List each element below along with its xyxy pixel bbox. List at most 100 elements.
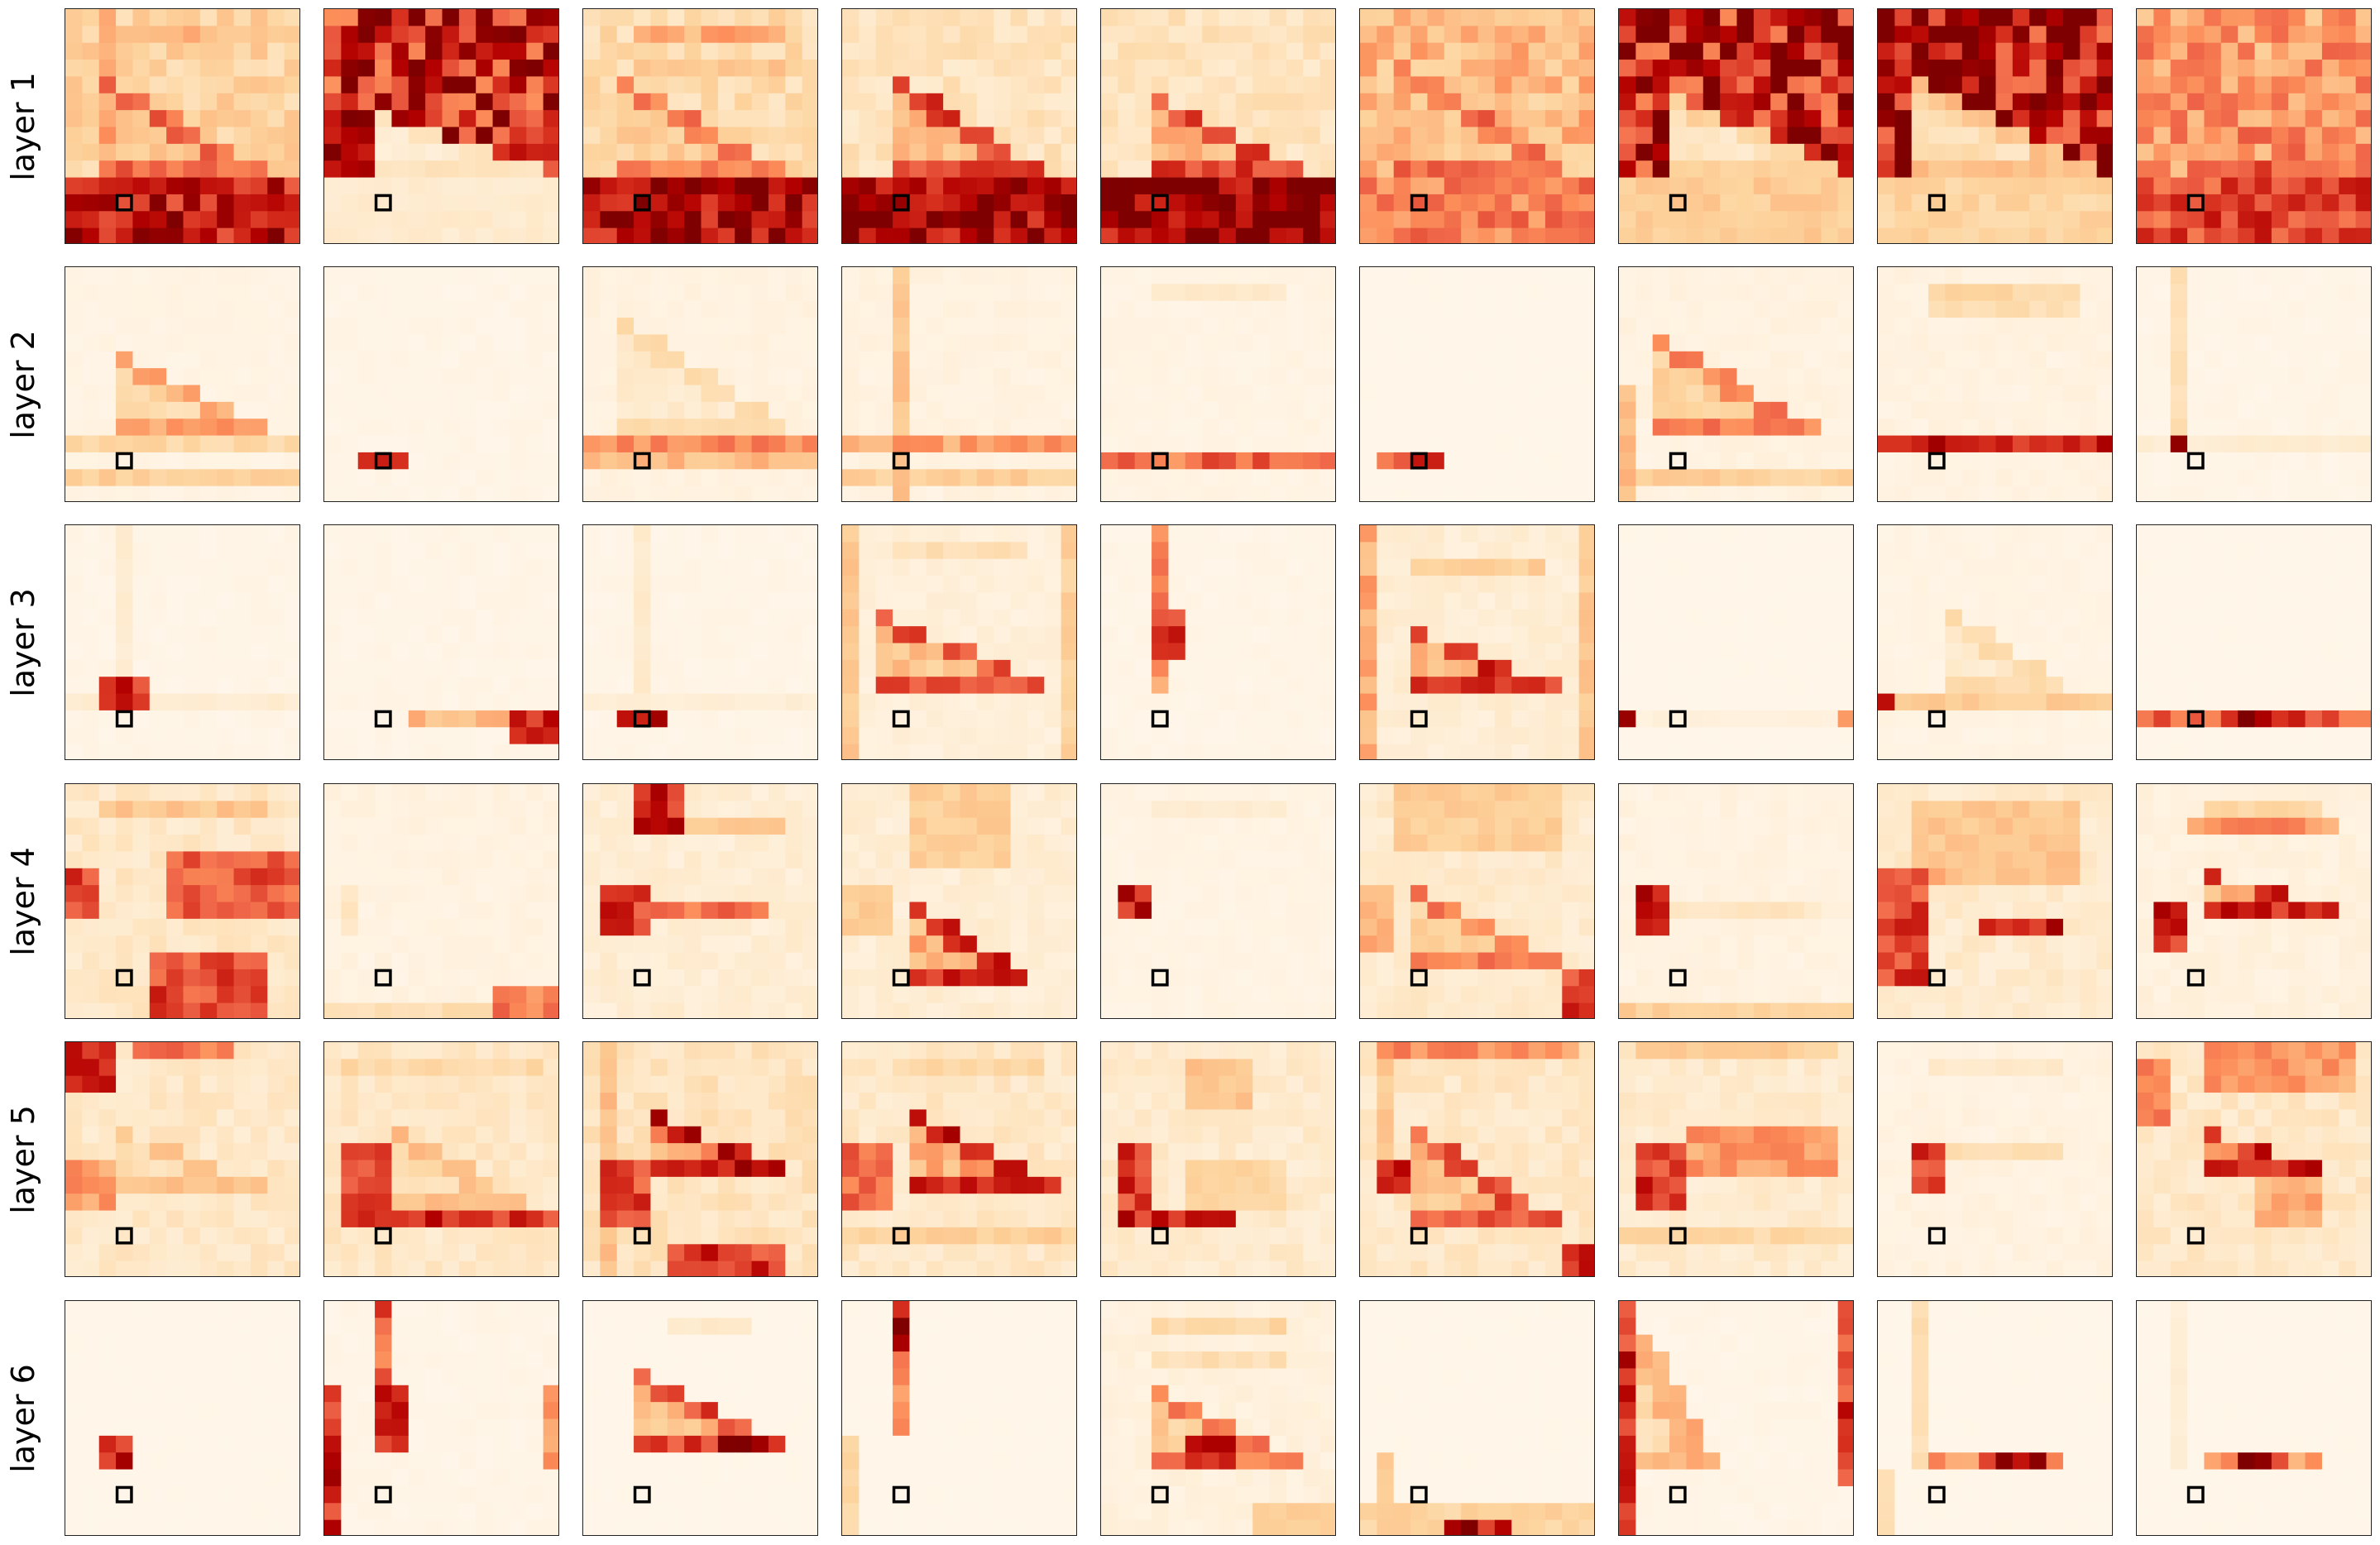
- heat-cell: [357, 385, 376, 403]
- heat-cell: [357, 351, 376, 369]
- heat-cell: [2271, 419, 2289, 437]
- heat-cell: [199, 300, 218, 318]
- heat-cell: [2271, 284, 2289, 302]
- heat-cell: [476, 744, 494, 759]
- heat-cell: [1427, 452, 1445, 470]
- heat-cell: [1652, 727, 1670, 745]
- heat-cell: [1894, 127, 1913, 145]
- heat-cell: [909, 127, 927, 145]
- heat-cell: [600, 469, 618, 487]
- heat-cell: [717, 160, 735, 179]
- heat-cell: [458, 710, 476, 728]
- heat-cell: [408, 469, 426, 487]
- heat-cell: [1377, 351, 1395, 369]
- heat-cell: [768, 727, 786, 745]
- heat-cell: [1787, 9, 1805, 26]
- heat-cell: [1219, 26, 1237, 44]
- heat-cell: [1837, 351, 1853, 369]
- heat-cell: [2187, 26, 2205, 44]
- heat-cell: [1303, 194, 1321, 212]
- heat-cell: [375, 177, 393, 195]
- heat-cell: [1061, 177, 1076, 195]
- heat-cell: [1911, 334, 1929, 352]
- heat-cell: [1736, 609, 1755, 627]
- heat-cell: [1494, 9, 1512, 26]
- heat-cell: [233, 525, 251, 543]
- heat-cell: [1753, 419, 1771, 437]
- heat-cell: [2254, 419, 2272, 437]
- heat-cell: [2012, 419, 2030, 437]
- heat-cell: [183, 26, 201, 44]
- heat-cell: [1303, 576, 1321, 594]
- heat-cell: [324, 160, 342, 179]
- heat-cell: [2288, 452, 2306, 470]
- heat-cell: [1134, 318, 1152, 336]
- heat-cell: [1702, 60, 1721, 78]
- heat-cell: [1979, 351, 1997, 369]
- heat-cell: [1118, 659, 1136, 677]
- heat-cell: [217, 93, 235, 111]
- heat-cell: [1319, 267, 1335, 285]
- heat-cell: [1544, 710, 1563, 728]
- heat-cell: [1010, 626, 1028, 644]
- heat-cell: [1578, 576, 1594, 594]
- heat-cell: [785, 693, 803, 711]
- heat-cell: [1444, 334, 1462, 352]
- heat-cell: [2271, 435, 2289, 453]
- heat-cell: [1945, 194, 1963, 212]
- heat-cell: [65, 211, 83, 229]
- heat-cell: [994, 558, 1012, 576]
- heat-cell: [1061, 385, 1076, 403]
- heat-cell: [1185, 42, 1203, 60]
- heat-cell: [717, 93, 735, 111]
- heat-cell: [391, 368, 409, 386]
- heat-cell: [1837, 469, 1853, 487]
- heat-cell: [98, 93, 117, 111]
- heat-cell: [267, 486, 285, 501]
- heat-cell: [1720, 351, 1738, 369]
- heat-cell: [1578, 284, 1594, 302]
- heat-cell: [2137, 486, 2154, 501]
- heat-cell: [2238, 368, 2256, 386]
- heat-cell: [1494, 194, 1512, 212]
- heat-cell: [1427, 160, 1445, 179]
- heat-cell: [1686, 693, 1704, 711]
- heat-cell: [166, 677, 184, 695]
- heat-cell: [267, 60, 285, 78]
- heat-cell: [2204, 211, 2222, 229]
- heat-cell: [2096, 351, 2112, 369]
- heat-cell: [1410, 693, 1429, 711]
- heat-cell: [341, 76, 359, 94]
- heat-cell: [1619, 110, 1636, 128]
- heat-cell: [1669, 93, 1688, 111]
- heat-cell: [1787, 469, 1805, 487]
- heat-cell: [735, 267, 753, 285]
- heat-cell: [1562, 127, 1580, 145]
- heat-cell: [324, 419, 342, 437]
- heat-cell: [976, 659, 994, 677]
- heat-cell: [1185, 267, 1203, 285]
- heat-cell: [1252, 60, 1271, 78]
- heat-cell: [458, 284, 476, 302]
- heat-cell: [785, 643, 803, 661]
- heat-cell: [82, 525, 100, 543]
- heat-cell: [1477, 351, 1496, 369]
- heat-cell: [1911, 127, 1929, 145]
- heat-cell: [2288, 26, 2306, 44]
- heat-cell: [650, 318, 668, 336]
- heat-cell: [634, 300, 652, 318]
- heat-cell: [458, 368, 476, 386]
- heat-cell: [667, 368, 685, 386]
- heat-cell: [1494, 127, 1512, 145]
- heat-cell: [1360, 60, 1377, 78]
- heat-cell: [785, 558, 803, 576]
- heat-cell: [476, 401, 494, 419]
- heat-cell: [1444, 744, 1462, 759]
- heat-cell: [1720, 576, 1738, 594]
- heat-cell: [650, 558, 668, 576]
- heat-cell: [2288, 143, 2306, 161]
- heat-cell: [667, 76, 685, 94]
- heat-cell: [1995, 486, 2014, 501]
- heat-cell: [357, 93, 376, 111]
- heat-cell: [842, 609, 860, 627]
